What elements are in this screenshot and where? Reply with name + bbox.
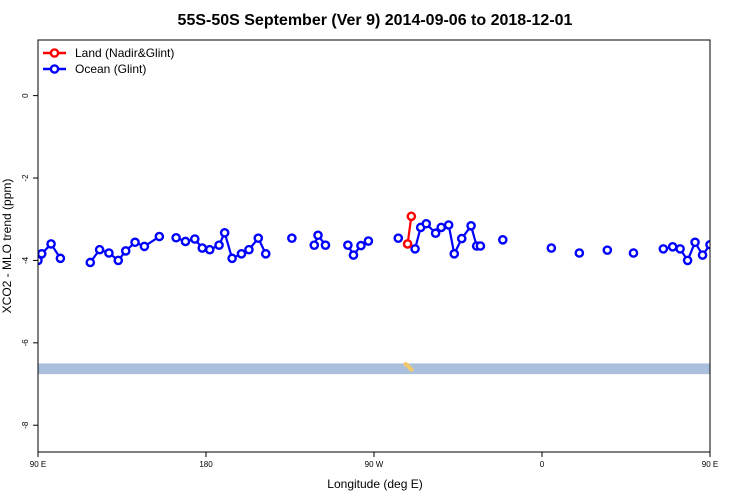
- ocean-point: [130, 237, 140, 248]
- x-tick-label: 90 E: [702, 460, 718, 469]
- ocean-point: [260, 249, 271, 259]
- ocean-point: [675, 244, 685, 254]
- ocean-point: [214, 240, 224, 250]
- x-axis-label: Longitude (deg E): [327, 477, 422, 491]
- legend-label: Land (Nadir&Glint): [75, 46, 174, 60]
- band-marks: [403, 362, 414, 372]
- x-tick-label: 180: [199, 460, 213, 469]
- land-point: [406, 211, 417, 222]
- ocean-point: [731, 255, 738, 262]
- ocean-point: [227, 253, 237, 264]
- band-mark: [409, 367, 414, 372]
- ocean-point: [356, 240, 366, 251]
- ocean-point: [113, 255, 124, 266]
- ocean-point: [189, 234, 200, 244]
- y-axis: 0 -2 -4 -6 -8: [21, 93, 38, 429]
- ocean-point: [38, 249, 47, 259]
- x-tick-label: 90 W: [365, 460, 384, 469]
- x-tick-label: 0: [540, 460, 545, 469]
- ocean-point: [55, 253, 66, 264]
- plot-area: [38, 211, 738, 375]
- legend: Land (Nadir&Glint) Ocean (Glint): [43, 46, 174, 76]
- x-tick-label: 90 E: [30, 460, 46, 469]
- ocean-point: [309, 240, 320, 250]
- y-tick-label: -6: [21, 339, 30, 347]
- ocean-point: [443, 220, 454, 230]
- ocean-point: [236, 249, 247, 259]
- ocean-point: [46, 239, 56, 249]
- chart-title: 55S-50S September (Ver 9) 2014-09-06 to …: [178, 12, 573, 29]
- ocean-point: [348, 250, 359, 260]
- ocean-point: [456, 233, 467, 244]
- ocean-point: [449, 249, 460, 259]
- series-layer: [38, 211, 738, 268]
- ocean-point: [343, 240, 353, 250]
- ocean-point: [682, 255, 693, 266]
- ocean-point: [690, 237, 700, 248]
- ocean-point: [497, 235, 508, 245]
- land-point: [402, 239, 413, 249]
- legend-marker: [49, 64, 60, 74]
- ocean-point: [104, 248, 114, 258]
- ocean-point: [85, 257, 96, 268]
- legend-label: Ocean (Glint): [75, 62, 146, 76]
- ocean-point: [154, 231, 165, 242]
- reference-band: [38, 363, 710, 375]
- ocean-point: [313, 230, 323, 241]
- ocean-point: [721, 255, 728, 262]
- ocean-point: [466, 221, 476, 231]
- ocean-point: [475, 241, 486, 251]
- ocean-point: [602, 245, 613, 255]
- y-tick-label: -2: [21, 174, 30, 182]
- y-tick-label: 0: [21, 93, 30, 98]
- ocean-point: [714, 255, 721, 262]
- ocean-point: [628, 248, 639, 258]
- ocean-point: [139, 241, 150, 252]
- y-tick-label: -8: [21, 421, 30, 429]
- ocean-point: [393, 233, 404, 243]
- ocean-point: [421, 218, 432, 229]
- ocean-point: [430, 228, 441, 239]
- x-axis: 90 E 180 90 W 0 90 E: [30, 452, 718, 469]
- ocean-point: [658, 244, 669, 254]
- y-axis-label: XCO2 - MLO trend (ppm): [0, 179, 14, 314]
- ocean-point: [287, 233, 297, 243]
- ocean-point: [197, 243, 208, 253]
- ocean-point: [219, 228, 230, 238]
- ocean-point: [410, 244, 420, 254]
- ocean-point: [667, 242, 678, 252]
- ocean-point: [120, 246, 131, 256]
- legend-marker: [49, 48, 60, 58]
- ocean-point: [244, 244, 254, 255]
- ocean-point: [546, 243, 557, 253]
- ocean-point: [363, 236, 374, 246]
- ocean-point: [253, 233, 264, 243]
- ocean-point: [697, 250, 708, 260]
- y-tick-label: -4: [21, 256, 30, 264]
- ocean-point: [436, 222, 447, 233]
- ocean-point: [204, 244, 215, 255]
- ocean-point: [171, 232, 181, 243]
- ocean-point: [574, 248, 585, 258]
- ocean-point: [705, 239, 710, 250]
- ocean-point: [180, 236, 191, 247]
- ocean-point: [94, 244, 105, 255]
- ocean-point: [320, 240, 331, 250]
